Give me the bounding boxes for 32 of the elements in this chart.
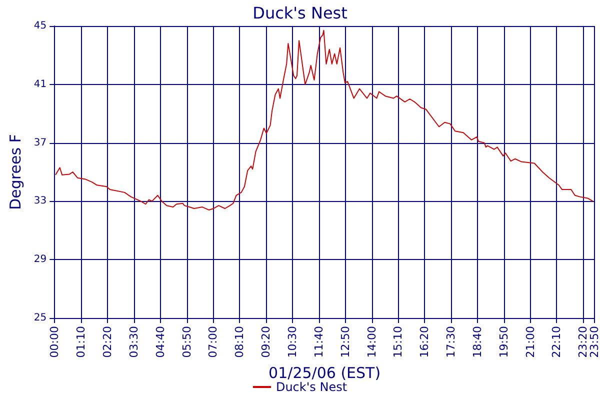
x-tick-label: 12:50 [338,326,352,358]
x-tick-label: 14:00 [365,326,378,358]
x-tick-label: 02:20 [100,326,114,358]
x-tick-label: 10:30 [286,326,299,358]
x-tick-label: 23:50 [588,326,600,358]
x-tick-label: 00:00 [48,326,62,358]
y-tick-label: 41 [34,78,47,90]
x-axis-title: 01/25/06 (EST) [268,364,381,382]
x-tick-label: 05:50 [180,326,194,358]
x-tick-label: 23:20 [576,326,590,358]
x-tick-label: 04:40 [154,326,167,358]
x-tick-label: 03:30 [127,326,140,358]
y-axis-title: Degrees F [6,134,24,210]
x-tick-label: 08:10 [233,326,246,358]
x-tick-label: 09:20 [260,326,273,358]
y-tick-label: 29 [34,254,47,266]
legend-label: Duck's Nest [276,380,348,394]
y-tick-label: 37 [34,137,47,148]
x-tick-label: 07:00 [206,326,220,358]
x-tick-label: 18:40 [470,326,484,358]
x-tick-label: 21:00 [524,326,537,358]
x-tick-label: 15:10 [392,326,405,358]
y-tick-label: 25 [34,312,47,324]
x-tick-label: 22:10 [550,326,564,358]
x-tick-label: 16:20 [418,326,432,358]
x-tick-label: 19:50 [497,326,510,358]
chart-title: Duck's Nest [252,4,348,22]
y-tick-label: 45 [34,20,47,32]
y-tick-label: 33 [34,196,47,207]
x-tick-label: 11:40 [312,326,326,358]
x-tick-label: 01:10 [74,326,88,358]
x-tick-label: 17:30 [444,326,458,358]
